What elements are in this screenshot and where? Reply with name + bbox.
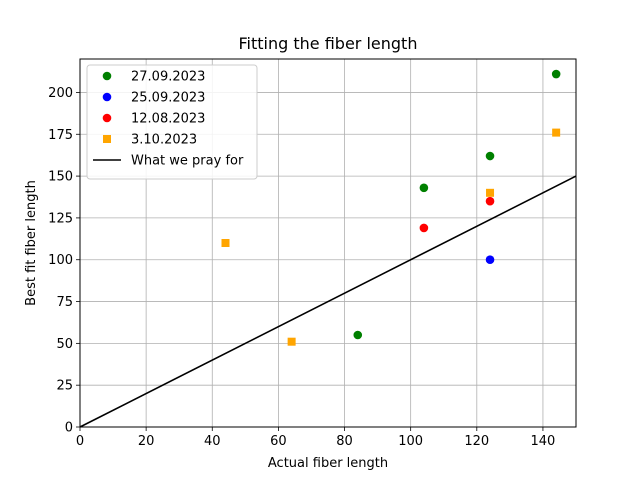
reference-line-group bbox=[79, 175, 577, 428]
x-tick-label: 120 bbox=[464, 434, 489, 449]
y-tick-label: 75 bbox=[56, 295, 73, 310]
data-point-circle bbox=[551, 69, 561, 79]
legend-label: 25.09.2023 bbox=[131, 91, 205, 106]
y-tick-label: 125 bbox=[48, 211, 73, 226]
data-point-circle bbox=[353, 330, 363, 340]
x-axis-label: Actual fiber length bbox=[268, 456, 388, 471]
data-point-circle bbox=[485, 196, 495, 206]
y-axis-label: Best fit fiber length bbox=[24, 180, 39, 306]
data-point-circle bbox=[485, 151, 495, 161]
legend-label: 27.09.2023 bbox=[131, 70, 205, 85]
x-tick-label: 20 bbox=[138, 434, 155, 449]
legend-box bbox=[86, 64, 258, 180]
legend-label: 3.10.2023 bbox=[131, 133, 197, 148]
data-point-square bbox=[287, 337, 296, 346]
y-tick-label: 100 bbox=[48, 253, 73, 268]
legend-label: 12.08.2023 bbox=[131, 112, 205, 127]
y-tick-label: 0 bbox=[65, 421, 73, 436]
chart-title: Fitting the fiber length bbox=[239, 34, 418, 53]
legend-marker-circle bbox=[102, 113, 112, 123]
y-tick-label: 50 bbox=[56, 337, 73, 352]
y-tick-label: 200 bbox=[48, 86, 73, 101]
x-tick-label: 0 bbox=[76, 434, 84, 449]
data-point-square bbox=[486, 188, 495, 197]
y-tick-label: 175 bbox=[48, 128, 73, 143]
x-tick-label: 100 bbox=[398, 434, 423, 449]
legend-marker-circle bbox=[102, 92, 112, 102]
x-tick-label: 40 bbox=[204, 434, 221, 449]
x-tick-label: 140 bbox=[531, 434, 556, 449]
data-point-square bbox=[221, 239, 230, 247]
data-point-circle bbox=[485, 255, 495, 265]
legend-label: What we pray for bbox=[131, 154, 244, 169]
legend-marker-circle bbox=[102, 71, 112, 81]
x-tick-label: 60 bbox=[270, 434, 287, 449]
legend-marker-square bbox=[103, 135, 111, 143]
x-tick-label: 80 bbox=[336, 434, 353, 449]
y-axis-ticks: 0 25 50 75 100 125 150 175 200 bbox=[48, 86, 80, 436]
data-points bbox=[221, 69, 561, 346]
legend: 27.09.2023 25.09.2023 12.08.2023 3.10.2023 W… bbox=[86, 64, 258, 180]
y-tick-label: 150 bbox=[48, 170, 73, 185]
x-axis-ticks: 0 20 40 60 80 100 120 140 bbox=[76, 427, 555, 449]
data-point-circle bbox=[419, 183, 429, 193]
data-point-circle bbox=[419, 223, 429, 233]
data-point-square bbox=[552, 128, 561, 137]
reference-line bbox=[79, 175, 577, 428]
plot-frame bbox=[79, 58, 577, 428]
y-tick-label: 25 bbox=[56, 379, 73, 394]
